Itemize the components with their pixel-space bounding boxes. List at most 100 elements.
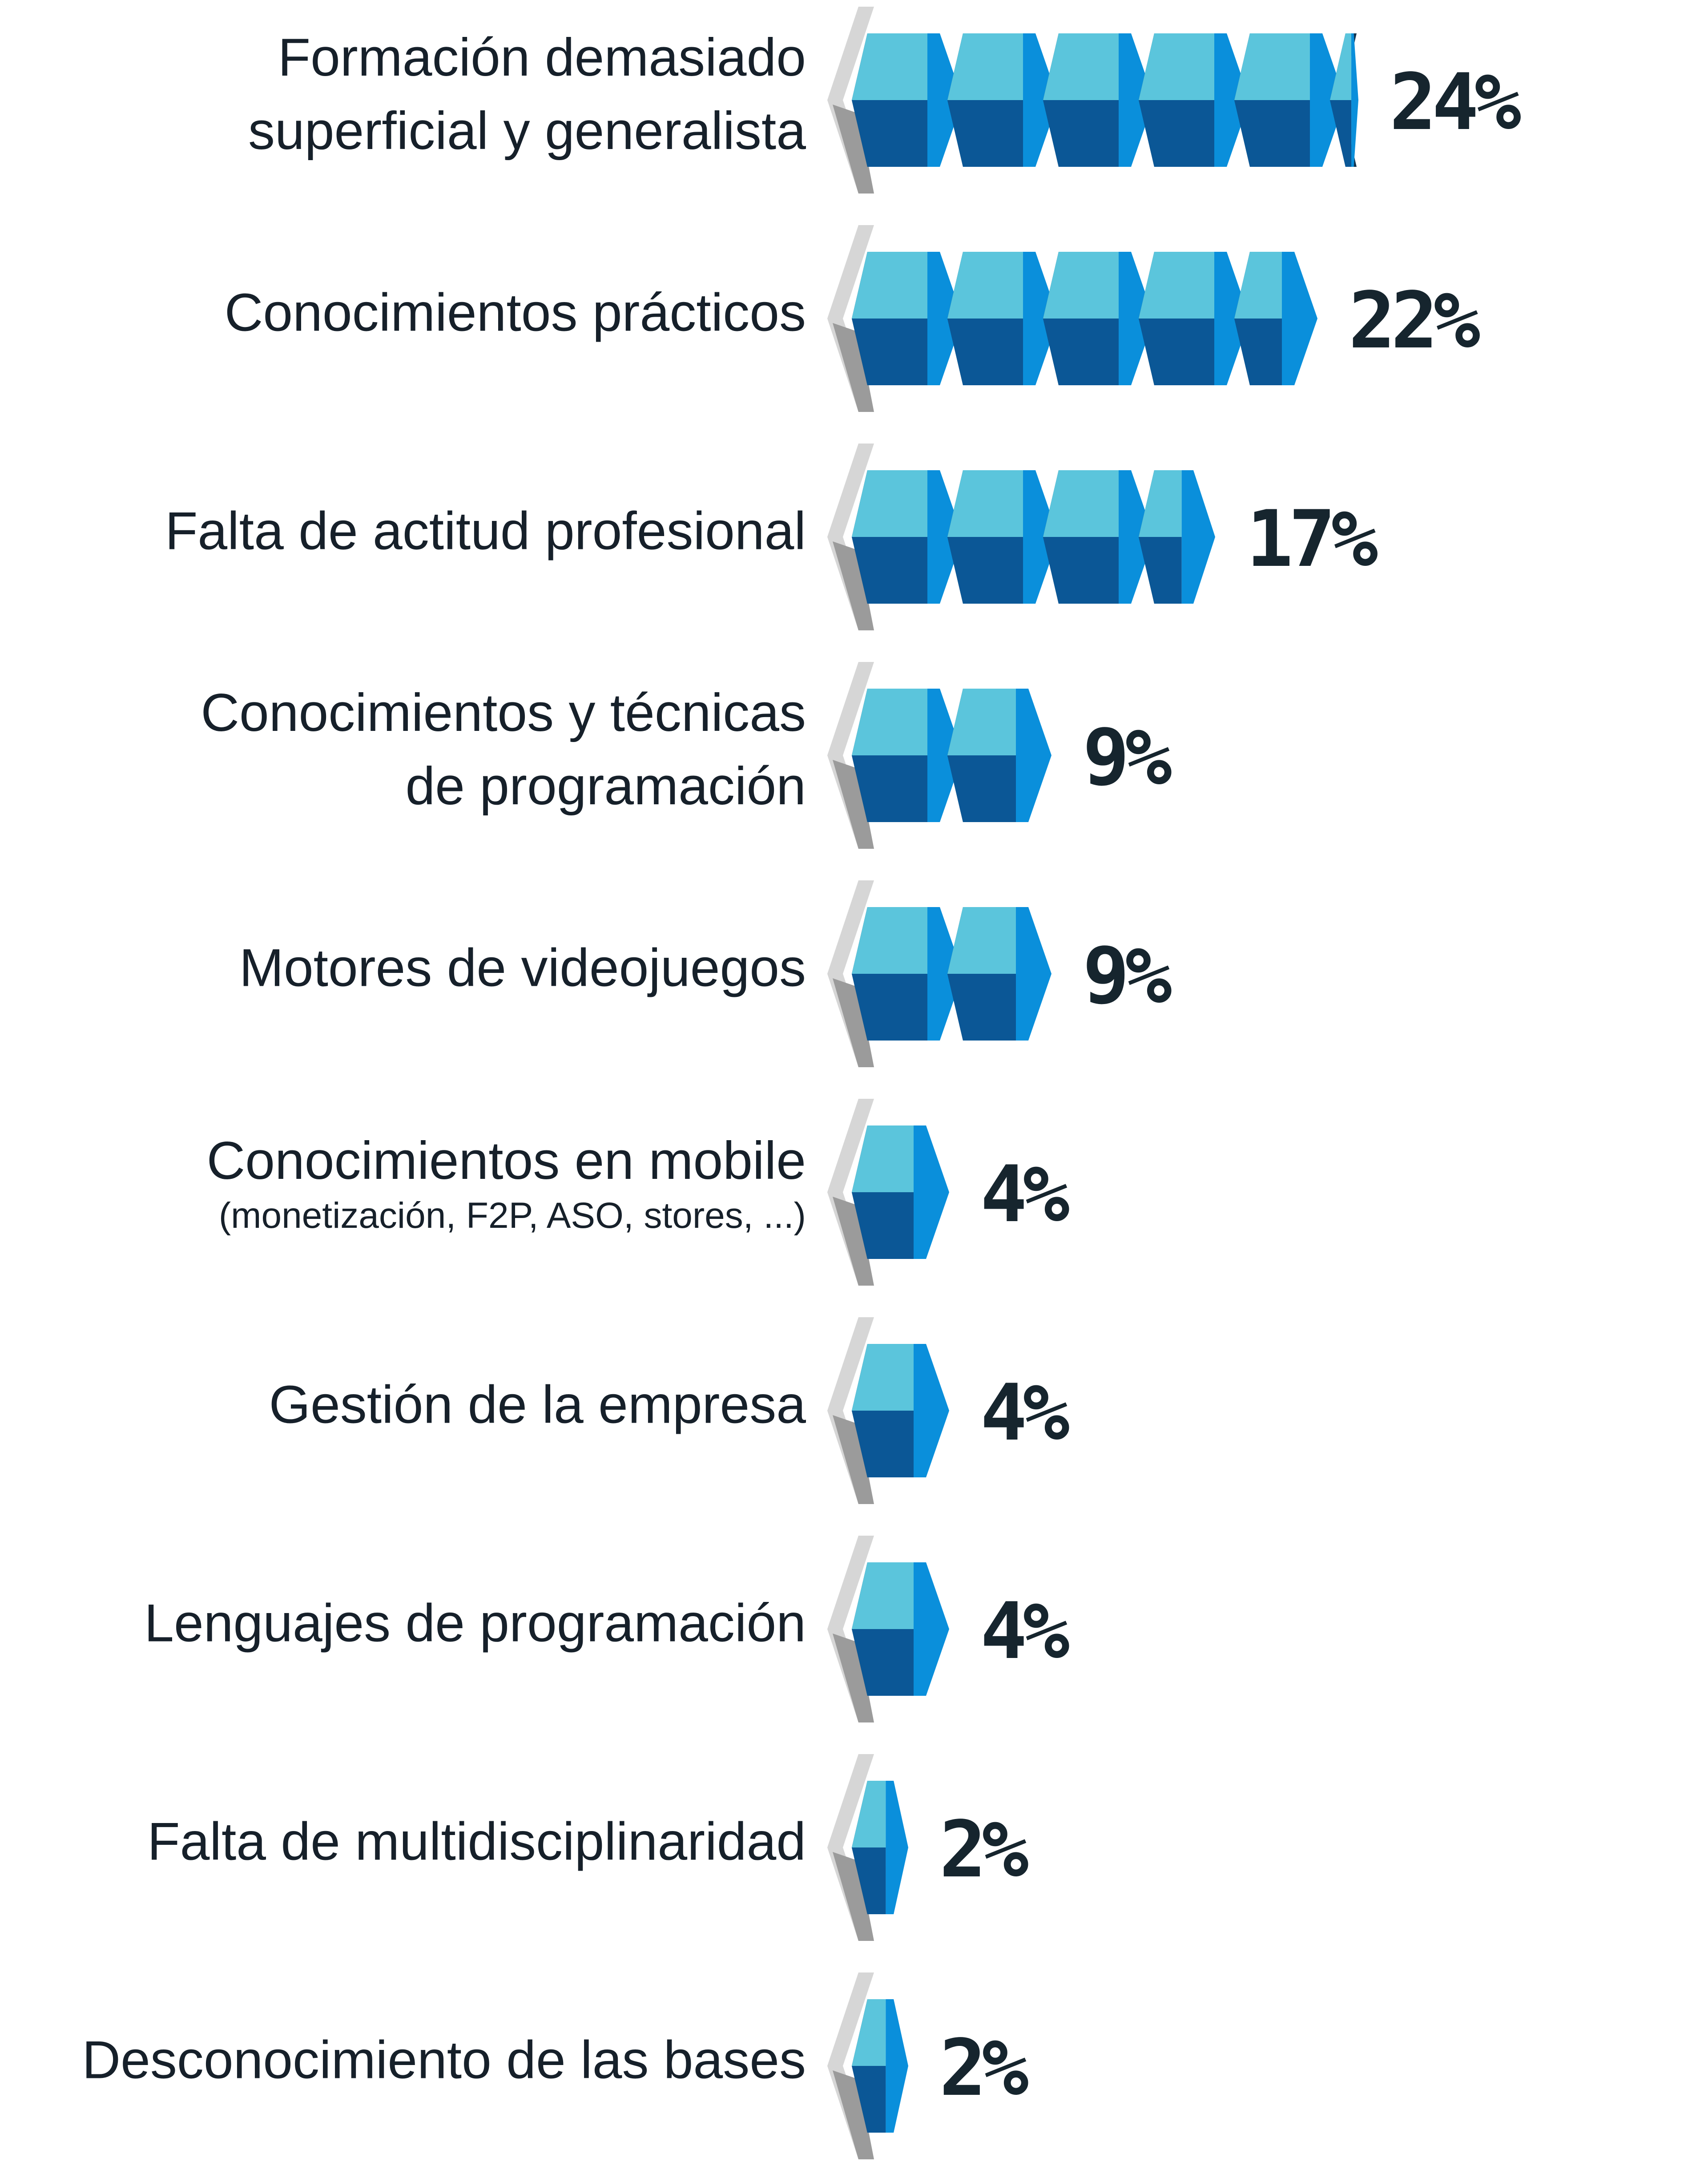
category-label: Lenguajes de programación bbox=[144, 1593, 806, 1653]
category-label: Falta de multidisciplinaridad bbox=[147, 1812, 806, 1872]
cube-right-face bbox=[1119, 252, 1154, 385]
bar-cube bbox=[1139, 33, 1250, 167]
cube-front-face bbox=[852, 1411, 914, 1477]
value-label: 9% bbox=[1083, 713, 1172, 803]
cube-right-face bbox=[1282, 252, 1317, 385]
bar-row: Lenguajes de programación 4% bbox=[144, 1536, 1074, 1722]
category-label: Motores de videojuegos bbox=[239, 938, 806, 998]
cube-top-face bbox=[947, 252, 1023, 319]
bar-row: Conocimientos y técnicas de programación 9… bbox=[201, 662, 1176, 849]
bar-base-shadow bbox=[833, 323, 874, 412]
bar-row: Desconocimiento de las bases 2% bbox=[82, 1972, 1033, 2159]
bar-cube bbox=[852, 252, 963, 385]
cube-front-face bbox=[852, 537, 927, 604]
cube-right-face bbox=[1181, 470, 1215, 604]
category-label: Conocimientos en mobile bbox=[207, 1131, 806, 1190]
cube-right-face bbox=[1214, 33, 1250, 167]
cube-top-face bbox=[852, 1781, 886, 1847]
bar-cube bbox=[852, 1344, 949, 1477]
cube-right-face bbox=[1023, 252, 1059, 385]
cube-top-face bbox=[852, 252, 927, 319]
bar-cube bbox=[1043, 252, 1154, 385]
cube-top-face bbox=[852, 1562, 914, 1629]
category-label: Conocimientos y técnicas bbox=[201, 683, 806, 742]
bar-base-shadow bbox=[833, 2070, 874, 2159]
cube-top-face bbox=[1043, 252, 1119, 319]
cube-right-face bbox=[886, 1781, 908, 1914]
bar-base-shadow bbox=[833, 978, 874, 1067]
cube-top-face bbox=[947, 33, 1023, 100]
bar-cube bbox=[852, 689, 963, 822]
cube-right-face bbox=[914, 1344, 949, 1477]
bar-cube bbox=[852, 470, 963, 604]
bar-cube bbox=[1043, 33, 1154, 167]
value-label: 4% bbox=[980, 1368, 1069, 1458]
cube-right-face bbox=[1016, 907, 1051, 1041]
cube-front-face bbox=[947, 537, 1023, 604]
category-label: Desconocimiento de las bases bbox=[82, 2030, 806, 2090]
value-label: 4% bbox=[980, 1150, 1069, 1240]
bar-cube bbox=[1330, 33, 1358, 167]
bar-cube bbox=[852, 1781, 908, 1914]
cube-front-face bbox=[1234, 319, 1282, 385]
bar-cube bbox=[1043, 470, 1154, 604]
cube-top-face bbox=[1043, 470, 1119, 537]
category-label: Conocimientos prácticos bbox=[225, 283, 806, 343]
cube-top-face bbox=[1139, 470, 1182, 537]
bar-row: Gestión de la empresa 4% bbox=[269, 1317, 1074, 1504]
cube-front-face bbox=[852, 1192, 914, 1259]
cube-top-face bbox=[852, 33, 927, 100]
value-label: 2% bbox=[939, 2023, 1028, 2114]
cube-front-face bbox=[852, 1847, 886, 1914]
category-label: superficial y generalista bbox=[248, 101, 806, 161]
cube-top-face bbox=[1234, 33, 1310, 100]
value-label: 24% bbox=[1390, 57, 1521, 148]
bar-base-shadow bbox=[833, 1197, 874, 1286]
cube-top-face bbox=[852, 1344, 914, 1411]
cube-top-face bbox=[947, 470, 1023, 537]
bar-base-shadow bbox=[833, 760, 874, 849]
cube-front-face bbox=[852, 100, 927, 167]
cube-top-face bbox=[947, 689, 1016, 755]
cube-right-face bbox=[1023, 33, 1059, 167]
bar-cube bbox=[947, 252, 1059, 385]
cube-right-face bbox=[1310, 33, 1345, 167]
bar-cube bbox=[852, 1999, 908, 2133]
bar-row: Conocimientos prácticos 22% bbox=[225, 225, 1485, 412]
bar-cube bbox=[1234, 252, 1317, 385]
bar-row: Conocimientos en mobile (monetización, F2… bbox=[207, 1099, 1074, 1286]
cube-right-face bbox=[1016, 689, 1051, 822]
cube-front-face bbox=[852, 755, 927, 822]
cube-top-face bbox=[1330, 33, 1352, 100]
bar-base-shadow bbox=[833, 1852, 874, 1941]
category-label: Gestión de la empresa bbox=[269, 1375, 806, 1435]
bar-row: Falta de actitud profesional 17% bbox=[165, 444, 1382, 630]
bar-base-shadow bbox=[833, 1634, 874, 1722]
cube-right-face bbox=[1351, 33, 1358, 167]
cube-front-face bbox=[1043, 319, 1119, 385]
value-label: 9% bbox=[1083, 931, 1172, 1021]
bar-cube bbox=[1139, 470, 1215, 604]
cube-front-face bbox=[947, 755, 1016, 822]
cube-right-face bbox=[1214, 252, 1250, 385]
cube-front-face bbox=[852, 2066, 886, 2133]
bar-cube bbox=[852, 1562, 949, 1696]
value-label: 17% bbox=[1246, 494, 1378, 585]
cube-top-face bbox=[852, 1125, 914, 1192]
cube-right-face bbox=[927, 470, 963, 604]
cube-front-face bbox=[852, 319, 927, 385]
cube-front-face bbox=[1330, 100, 1352, 167]
cube-front-face bbox=[947, 319, 1023, 385]
cube-front-face bbox=[852, 1629, 914, 1696]
value-label: 22% bbox=[1349, 276, 1480, 366]
cube-top-face bbox=[1234, 252, 1282, 319]
cube-front-face bbox=[1043, 537, 1119, 604]
cube-right-face bbox=[1023, 470, 1059, 604]
cube-front-face bbox=[852, 974, 927, 1041]
bar-cube bbox=[947, 470, 1059, 604]
cube-top-face bbox=[852, 470, 927, 537]
cube-right-face bbox=[886, 1999, 908, 2133]
cube-right-face bbox=[927, 907, 963, 1041]
cube-right-face bbox=[927, 689, 963, 822]
bar-cube bbox=[947, 33, 1059, 167]
